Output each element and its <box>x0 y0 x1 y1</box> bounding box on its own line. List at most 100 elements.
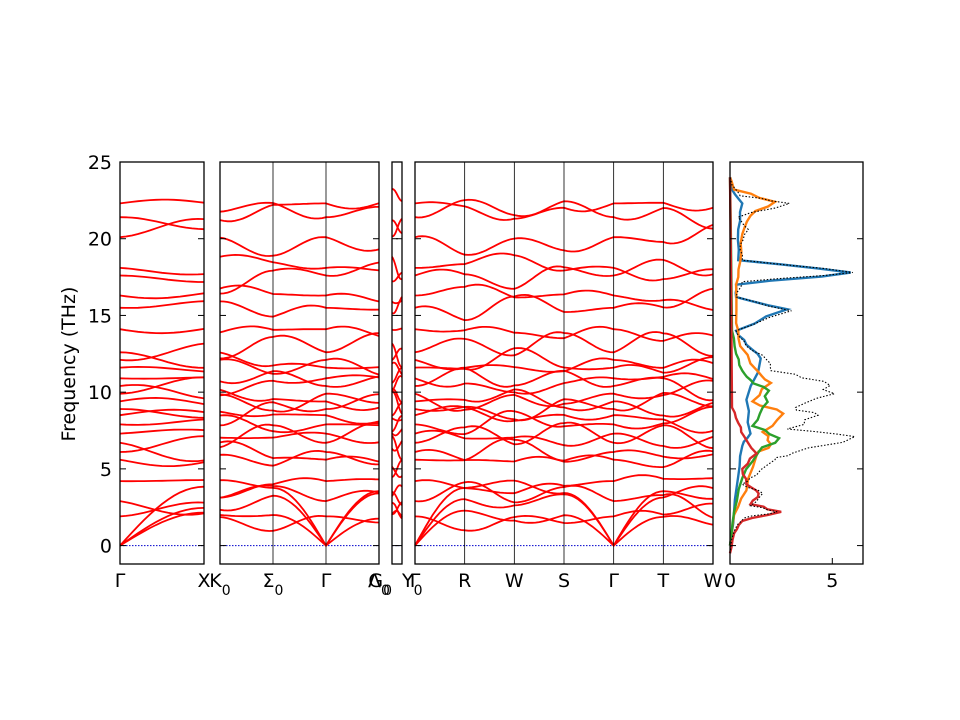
band-line <box>119 342 205 362</box>
band-line <box>219 374 380 397</box>
band-line <box>391 343 402 368</box>
x-tick-label: Γ <box>608 570 619 592</box>
band-line <box>219 325 380 337</box>
band-line <box>219 253 380 272</box>
band-line <box>219 388 380 412</box>
band-line <box>219 261 380 295</box>
band-line <box>391 271 403 283</box>
x-tick-label: Γ <box>410 570 421 592</box>
band-line <box>219 393 380 427</box>
x-tick-label: K0 <box>209 570 230 599</box>
band-line <box>219 414 380 434</box>
band-line <box>119 292 205 300</box>
dos-x-tick-label: 0 <box>724 570 736 592</box>
y-tick-label: 15 <box>88 305 112 327</box>
band-line <box>119 500 205 516</box>
band-line <box>391 402 402 417</box>
pdos-series-line <box>728 177 851 546</box>
band-line <box>219 477 380 499</box>
band-line <box>119 198 205 205</box>
band-line <box>219 332 380 360</box>
band-line <box>119 485 205 547</box>
band-line <box>119 441 205 463</box>
band-line <box>219 514 380 532</box>
band-line <box>119 435 205 453</box>
x-tick-label: W <box>704 570 723 592</box>
band-line <box>391 435 403 461</box>
pdos-series-line <box>728 177 782 546</box>
band-line <box>119 479 205 483</box>
band-line <box>119 351 205 369</box>
band-line <box>119 328 205 335</box>
band-line <box>119 300 205 309</box>
band-line <box>219 236 380 257</box>
band-line <box>220 479 380 548</box>
band-line <box>119 458 205 467</box>
dos-x-tick-label: 5 <box>826 570 838 592</box>
band-line <box>119 408 205 419</box>
x-tick-label: T <box>657 570 670 592</box>
x-tick-label: X <box>197 570 210 592</box>
band-panel-1: Γ X 0 5 10 15 20 25 <box>88 152 211 592</box>
band-line <box>391 361 403 376</box>
band-line <box>119 408 205 417</box>
band-line <box>392 188 403 203</box>
band-line <box>391 327 403 331</box>
band-line <box>391 218 403 238</box>
y-tick-label: 10 <box>88 382 112 404</box>
band-line <box>391 484 403 497</box>
x-tick-label: Γ <box>321 570 332 592</box>
band-line <box>391 219 403 235</box>
band-line <box>219 422 380 449</box>
total-dos-line <box>729 177 857 554</box>
dos-panel-frame <box>729 161 864 565</box>
band-line <box>219 410 380 425</box>
band-line <box>119 428 205 435</box>
band-line <box>119 396 205 405</box>
x-tick-label: R <box>458 570 471 592</box>
y-tick-label: 25 <box>88 152 112 174</box>
band-line <box>391 367 403 384</box>
band-line <box>219 370 380 388</box>
band-line <box>219 392 380 413</box>
panel-frame <box>219 161 380 565</box>
x-tick-label: Γ <box>115 570 126 592</box>
band-line <box>391 299 403 305</box>
band-line <box>219 449 380 467</box>
y-tick-label: 5 <box>100 459 112 481</box>
panel-frame <box>119 161 205 565</box>
band-line <box>391 387 403 404</box>
band-line <box>219 514 380 547</box>
band-line <box>219 300 380 318</box>
band-line <box>391 415 403 433</box>
band-line <box>219 201 380 220</box>
x-tick-label: S <box>558 570 570 592</box>
band-line <box>219 357 380 376</box>
y-tick-label: 20 <box>88 229 112 251</box>
x-tick-label: Σ0 <box>263 570 284 599</box>
band-line <box>119 507 205 547</box>
band-line <box>219 284 380 303</box>
band-line <box>219 431 380 444</box>
band-line <box>219 484 380 503</box>
band-line <box>119 501 205 518</box>
band-line <box>119 274 204 283</box>
band-line <box>391 417 403 422</box>
band-line <box>391 256 403 281</box>
band-line <box>119 376 205 380</box>
band-line <box>219 490 380 548</box>
band-line <box>119 216 205 231</box>
y-axis-title: Frequency (THz) <box>58 287 80 442</box>
band-line <box>219 351 380 370</box>
y-tick-label: 0 <box>100 536 112 558</box>
pdos-series-line <box>728 177 782 554</box>
band-line <box>391 347 403 361</box>
band-line <box>119 384 205 400</box>
band-line <box>119 217 205 239</box>
band-line <box>391 428 403 437</box>
band-line <box>219 202 380 223</box>
